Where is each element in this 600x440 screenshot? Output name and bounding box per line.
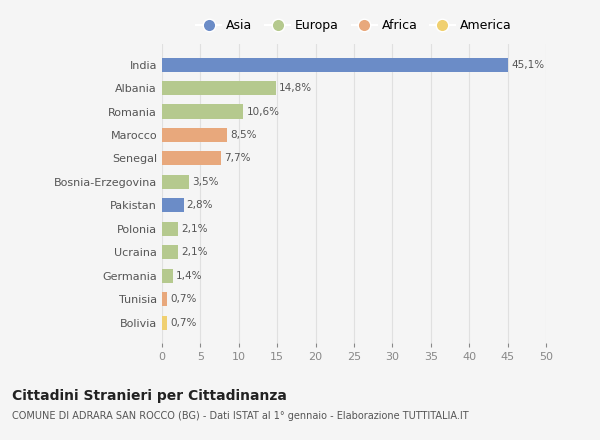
- Bar: [162, 151, 221, 165]
- Bar: [162, 81, 275, 95]
- Bar: [162, 58, 508, 72]
- Text: 14,8%: 14,8%: [279, 83, 312, 93]
- Bar: [162, 175, 189, 189]
- Legend: Asia, Europa, Africa, America: Asia, Europa, Africa, America: [191, 15, 517, 37]
- Bar: [162, 269, 173, 283]
- Text: 1,4%: 1,4%: [176, 271, 202, 281]
- Bar: [162, 222, 178, 236]
- Bar: [162, 245, 178, 259]
- Text: 2,1%: 2,1%: [181, 247, 208, 257]
- Text: Cittadini Stranieri per Cittadinanza: Cittadini Stranieri per Cittadinanza: [12, 389, 287, 403]
- Text: 45,1%: 45,1%: [511, 60, 545, 70]
- Bar: [162, 315, 167, 330]
- Text: 0,7%: 0,7%: [170, 318, 197, 327]
- Text: 10,6%: 10,6%: [247, 106, 280, 117]
- Text: COMUNE DI ADRARA SAN ROCCO (BG) - Dati ISTAT al 1° gennaio - Elaborazione TUTTIT: COMUNE DI ADRARA SAN ROCCO (BG) - Dati I…: [12, 411, 469, 422]
- Text: 2,8%: 2,8%: [187, 200, 213, 210]
- Bar: [162, 198, 184, 213]
- Text: 8,5%: 8,5%: [230, 130, 257, 140]
- Text: 3,5%: 3,5%: [192, 177, 218, 187]
- Bar: [162, 292, 167, 306]
- Bar: [162, 104, 244, 118]
- Text: 7,7%: 7,7%: [224, 154, 251, 163]
- Bar: [162, 128, 227, 142]
- Text: 2,1%: 2,1%: [181, 224, 208, 234]
- Text: 0,7%: 0,7%: [170, 294, 197, 304]
